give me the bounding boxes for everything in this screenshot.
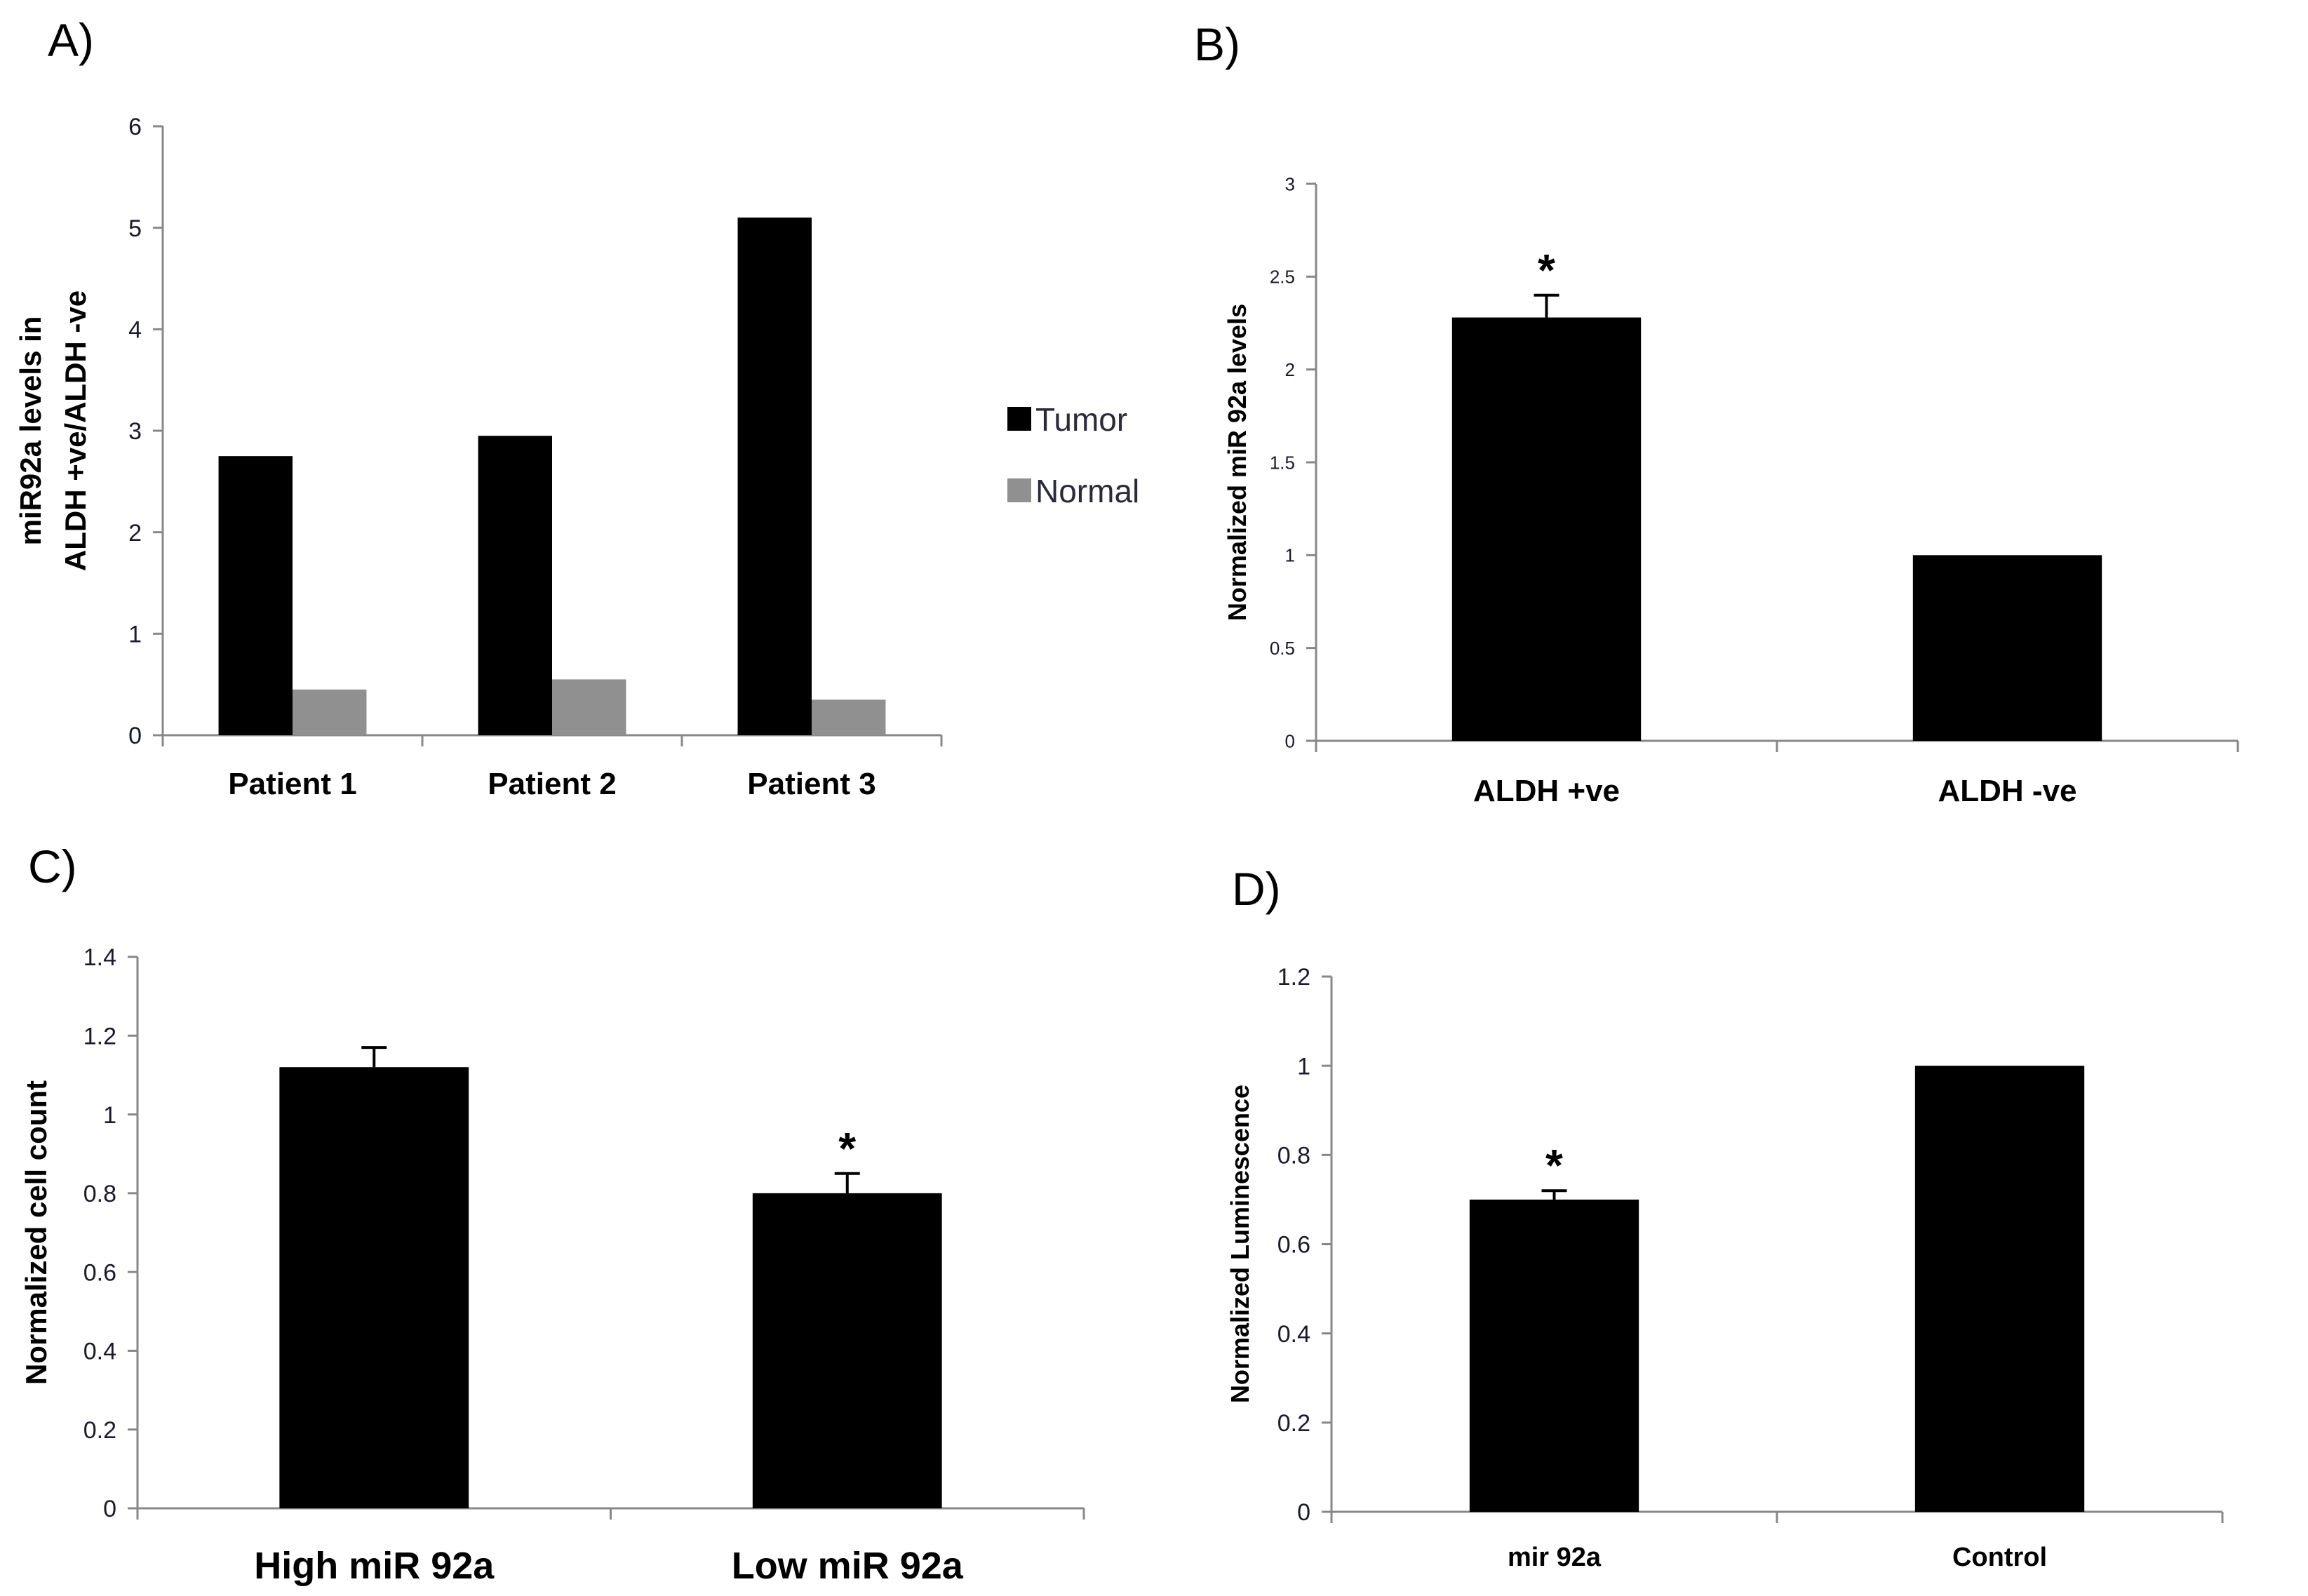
- panel-a-ytick-label: 0: [128, 723, 142, 749]
- panel-c-ytick-label: 0: [103, 1496, 116, 1522]
- panel-c-label: C): [28, 840, 77, 892]
- panel-c-ytick-label: 1: [103, 1102, 116, 1129]
- panel-c-ytick-label: 0.8: [83, 1181, 116, 1207]
- panel-c-category-low-mir-92a: Low miR 92a: [732, 1545, 964, 1587]
- panel-a-ylabel-line-1: miR92a levels in: [14, 316, 47, 546]
- legend-label-normal: Normal: [1035, 473, 1139, 509]
- bar-low-mir-92a: [752, 1193, 942, 1508]
- panel-d-ytick-label: 0: [1297, 1499, 1310, 1526]
- panel-a: A) 0 1 2 3 4 5 6 miR92a levels in ALDH +ve/ALD…: [14, 14, 1139, 801]
- panel-a-ytick-label: 1: [128, 622, 142, 648]
- significance-star-low-mir-92a: *: [838, 1123, 856, 1174]
- bar-normal-patient-3: [812, 699, 886, 735]
- panel-d: D) 0 0.2 0.4 0.6 0.8 1 1.2 * Normalized Lumine…: [1226, 863, 2224, 1572]
- bar-tumor-patient-2: [478, 436, 552, 735]
- panel-b-ytick-label: 3: [1285, 173, 1295, 194]
- panel-a-legend: Tumor Normal: [1007, 401, 1139, 509]
- legend-label-tumor: Tumor: [1035, 401, 1127, 438]
- panel-b-ytick-label: 2.5: [1270, 267, 1295, 288]
- panel-c-ytick-label: 0.6: [83, 1259, 116, 1286]
- panel-c: C) 0 0.2 0.4 0.6 0.8 1 1.2 1.4 * Normalized cel…: [20, 840, 1085, 1587]
- bar-tumor-patient-3: [737, 217, 812, 735]
- panel-b-category-aldh-ve: ALDH -ve: [1938, 774, 2076, 808]
- bar-aldh-ve: [1912, 555, 2102, 741]
- panel-a-category-patient-2: Patient 2: [488, 767, 616, 801]
- bar-normal-patient-2: [552, 679, 626, 735]
- panel-c-ytick-label: 0.4: [83, 1339, 116, 1365]
- bar-aldh-ve: [1451, 317, 1642, 741]
- panel-c-ylabel: Normalized cell count: [20, 1080, 53, 1385]
- bar-tumor-patient-1: [218, 456, 293, 735]
- panel-c-ytick-label: 1.4: [83, 944, 116, 971]
- significance-star-mir-92a: *: [1545, 1140, 1563, 1191]
- panel-b: B) 0 0.5 1 1.5 2 2.5 3 * Normalized miR 92a le…: [1194, 18, 2239, 808]
- panel-b-label: B): [1194, 18, 1240, 70]
- panel-d-ytick-label: 1: [1297, 1053, 1310, 1080]
- panel-a-ytick-label: 3: [128, 418, 142, 445]
- panel-d-category-mir-92a: mir 92a: [1508, 1543, 1602, 1572]
- panel-b-ytick-label: 1.5: [1270, 452, 1295, 473]
- legend-swatch-tumor: [1007, 407, 1031, 431]
- panel-c-ytick-label: 1.2: [83, 1024, 116, 1050]
- bar-normal-patient-1: [293, 689, 367, 735]
- panel-d-label: D): [1232, 863, 1281, 915]
- panel-a-ytick-label: 2: [128, 520, 142, 546]
- panel-d-ytick-label: 0.8: [1277, 1143, 1310, 1169]
- bar-mir-92a: [1469, 1199, 1639, 1512]
- panel-a-ytick-label: 4: [128, 317, 142, 344]
- panel-d-ytick-label: 1.2: [1277, 964, 1310, 991]
- panel-a-label: A): [48, 14, 94, 66]
- bar-control: [1914, 1066, 2085, 1512]
- panel-d-category-control: Control: [1952, 1543, 2047, 1572]
- panel-c-category-high-mir-92a: High miR 92a: [254, 1545, 495, 1587]
- panel-a-ylabel-line-2: ALDH +ve/ALDH -ve: [59, 290, 92, 571]
- panel-a-ytick-label: 6: [128, 114, 142, 140]
- legend-swatch-normal: [1007, 478, 1031, 502]
- panel-a-ytick-label: 5: [128, 215, 142, 242]
- panel-b-ytick-label: 0: [1285, 730, 1295, 751]
- panel-a-category-patient-3: Patient 3: [747, 767, 875, 801]
- panel-d-ylabel: Normalized Luminescence: [1226, 1085, 1254, 1403]
- panel-c-ytick-label: 0.2: [83, 1417, 116, 1444]
- panel-b-category-aldh-ve: ALDH +ve: [1473, 774, 1620, 808]
- panel-d-ytick-label: 0.6: [1277, 1232, 1310, 1259]
- panel-d-ytick-label: 0.2: [1277, 1410, 1310, 1437]
- significance-star-aldh-ve: *: [1538, 245, 1555, 295]
- panel-b-ytick-label: 1: [1285, 545, 1295, 566]
- panel-b-ytick-label: 2: [1285, 359, 1295, 380]
- panel-a-category-patient-1: Patient 1: [228, 767, 356, 801]
- panel-d-ytick-label: 0.4: [1277, 1321, 1310, 1348]
- panel-b-ytick-label: 0.5: [1270, 638, 1295, 659]
- bar-high-mir-92a: [279, 1067, 469, 1508]
- panel-b-ylabel: Normalized miR 92a levels: [1223, 304, 1252, 621]
